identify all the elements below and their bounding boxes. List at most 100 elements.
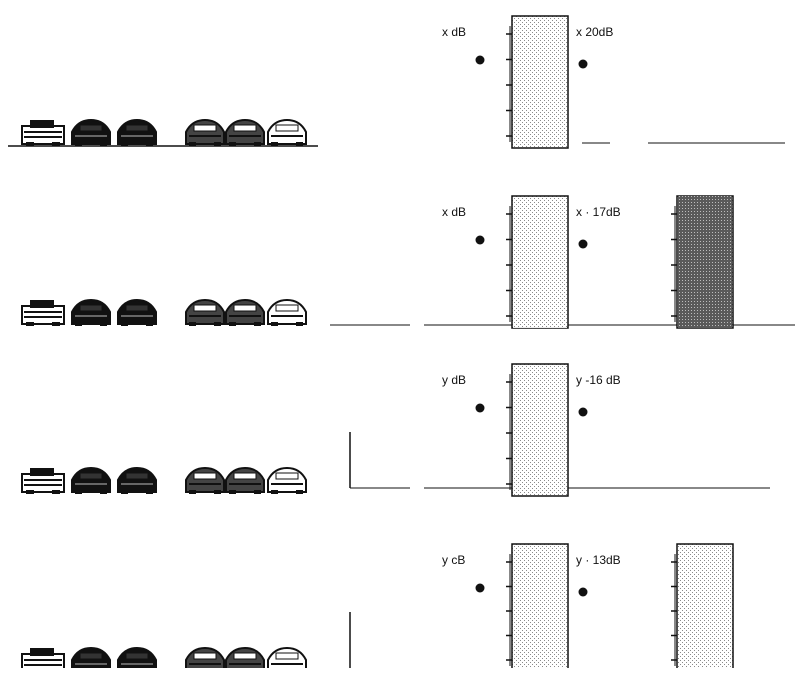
car-wheel [100,142,107,146]
car-gray-icon [225,298,265,326]
truck-body [21,305,65,325]
car-wheel [189,322,196,326]
car-body [225,118,265,145]
car-dark-icon [71,466,111,494]
car-wheel [121,322,128,326]
car-windshield [275,304,299,312]
left-level-dot [475,55,485,65]
car-dark-icon [117,646,157,673]
truck-wheel [26,490,34,494]
row-1: x dB x 20dB [8,15,785,149]
truck-wheel [52,142,60,146]
car-wheel [229,490,236,494]
truck-cab [30,300,54,308]
car-wheel [214,142,221,146]
car-windshield [233,472,257,480]
row-2: x dB x · 17dB [21,195,795,329]
car-windshield [79,652,103,660]
car-windshield [125,472,149,480]
second-level-bar-fill [678,556,732,672]
car-wheel [121,142,128,146]
right-level-label: x 20dB [576,25,613,39]
car-windshield [125,652,149,660]
car-wheel [254,490,261,494]
car-body [225,466,265,493]
car-gray-icon [185,298,225,326]
car-wheel [146,490,153,494]
car-body [185,118,225,145]
car-front-icon [21,300,65,326]
right-level-dot [578,59,588,69]
car-wheel [75,322,82,326]
right-level-dot [578,239,588,249]
car-wheel [271,322,278,326]
car-dark-icon [117,118,157,146]
car-windshield [79,124,103,132]
car-wheel [271,490,278,494]
truck-wheel [52,490,60,494]
car-wheel [296,142,303,146]
car-light-icon [267,646,307,673]
car-wheel [75,142,82,146]
car-dark-icon [71,298,111,326]
car-wheel [296,322,303,326]
car-wheel [189,142,196,146]
right-level-label: y -16 dB [576,373,621,387]
left-level-label: x dB [442,25,466,39]
truck-wheel [26,142,34,146]
truck-body [21,473,65,493]
car-body [71,118,111,145]
car-body [117,298,157,325]
car-wheel [271,142,278,146]
car-front-icon [21,648,65,673]
car-wheel [214,322,221,326]
left-level-dot [475,403,485,413]
truck-cab [30,120,54,128]
row-4: y cB y · 13dB [21,543,734,673]
main-level-bar-fill [513,582,567,672]
car-body [117,466,157,493]
truck-cab [30,648,54,656]
left-level-dot [475,235,485,245]
car-light-icon [267,466,307,494]
truck-body [21,125,65,145]
car-body [71,466,111,493]
car-windshield [193,652,217,660]
right-level-dot [578,407,588,417]
car-windshield [193,124,217,132]
car-body [267,118,307,145]
main-level-bar [511,363,569,497]
car-wheel [75,490,82,494]
car-windshield [125,124,149,132]
car-windshield [275,472,299,480]
car-body [267,466,307,493]
car-body [185,466,225,493]
truck-wheel [26,322,34,326]
car-windshield [233,304,257,312]
car-windshield [233,124,257,132]
car-dark-icon [71,118,111,146]
car-wheel [229,142,236,146]
left-level-label: y dB [442,373,466,387]
car-windshield [125,304,149,312]
car-wheel [189,490,196,494]
car-gray-icon [225,118,265,146]
left-level-label: x dB [442,205,466,219]
car-body [71,298,111,325]
car-wheel [229,322,236,326]
car-windshield [193,304,217,312]
car-gray-icon [225,466,265,494]
car-windshield [275,124,299,132]
right-level-dot [578,587,588,597]
car-light-icon [267,118,307,146]
car-wheel [254,322,261,326]
car-wheel [296,490,303,494]
car-dark-icon [71,646,111,673]
right-level-label: x · 17dB [576,205,621,219]
car-wheel [100,490,107,494]
car-windshield [233,652,257,660]
car-wheel [146,322,153,326]
car-windshield [79,472,103,480]
